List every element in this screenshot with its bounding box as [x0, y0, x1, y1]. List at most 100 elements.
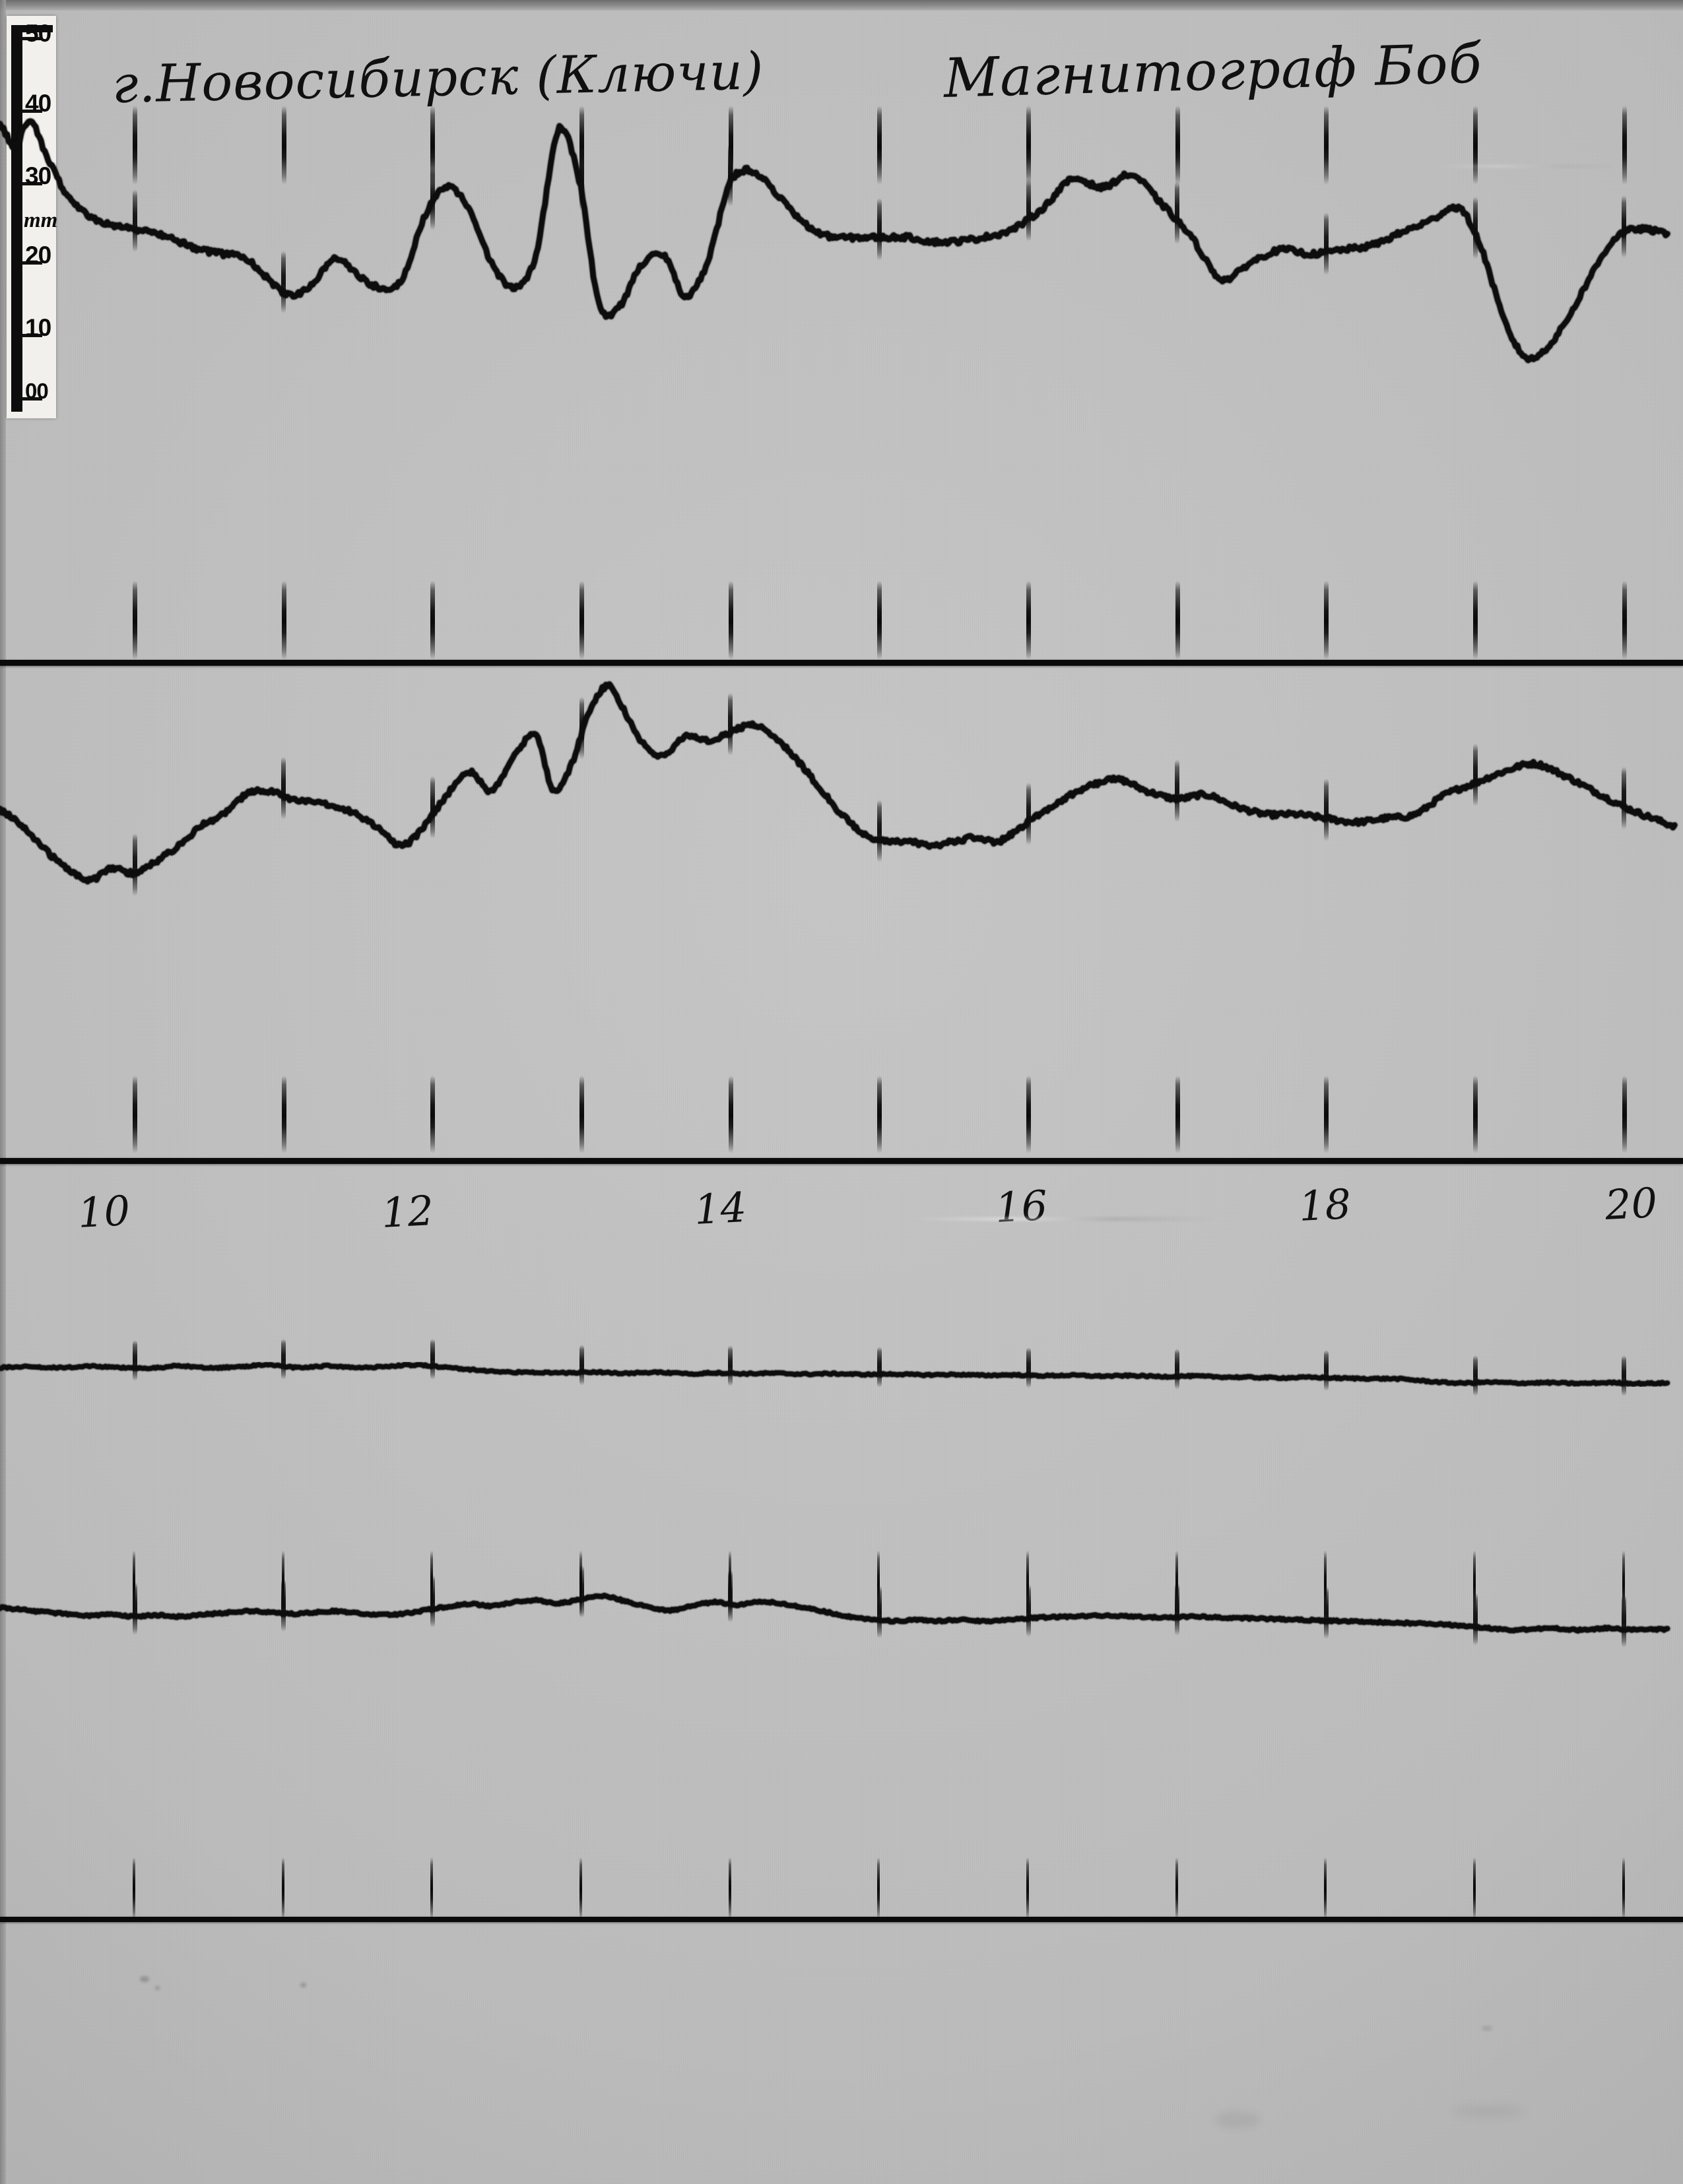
hour-tick-mark	[877, 581, 882, 660]
hour-tick-mark	[1026, 581, 1032, 660]
hour-tick-mark-on-trace	[1472, 744, 1478, 806]
hour-tick-mark	[1026, 1076, 1032, 1153]
hour-tick-mark-on-trace	[1175, 181, 1180, 244]
hour-tick-mark	[281, 1076, 286, 1153]
scale-label-50: 50	[25, 20, 51, 47]
paper-smudge	[1452, 2105, 1525, 2118]
hour-tick-mark	[1175, 1857, 1178, 1920]
hour-tick-mark-on-trace	[281, 756, 286, 819]
paper-smudge	[140, 1976, 149, 1982]
band-divider-line-1	[0, 660, 1683, 666]
hour-tick-mark-on-trace	[1026, 783, 1031, 845]
hour-tick-mark	[1473, 106, 1478, 185]
hour-tick-mark	[1324, 1857, 1327, 1920]
hour-tick-mark	[1175, 581, 1180, 660]
hour-tick-mark	[1175, 106, 1180, 185]
hour-tick-mark	[877, 106, 882, 185]
hour-tick-mark	[579, 1857, 583, 1920]
hour-tick-mark	[579, 1076, 585, 1153]
hour-tick-mark-on-trace	[1472, 196, 1478, 259]
hour-tick-mark	[1622, 1076, 1627, 1153]
hour-tick-mark	[133, 581, 138, 660]
hour-tick-mark-on-trace	[132, 833, 137, 896]
paper-crease	[911, 1217, 1214, 1221]
hour-tick-mark-on-trace	[1472, 1592, 1478, 1646]
hour-tick-mark-on-trace	[728, 143, 733, 207]
mm-scale-bar: 50 40 30 mm 20 10 00	[7, 16, 58, 418]
paper-smudge	[1482, 2026, 1492, 2031]
hour-tick-mark	[1622, 1857, 1625, 1920]
hour-label-12: 12	[380, 1186, 435, 1238]
scale-label-20: 20	[25, 241, 51, 269]
hour-tick-mark	[281, 1857, 284, 1920]
scale-bar-spine	[11, 25, 22, 412]
hour-tick-mark-on-trace	[430, 1574, 435, 1628]
hour-tick-mark	[1622, 106, 1627, 185]
hour-tick-mark-on-trace	[281, 250, 286, 313]
hour-tick-mark	[728, 1076, 733, 1153]
hour-label-16: 16	[994, 1180, 1049, 1233]
hour-tick-mark	[133, 106, 138, 185]
hour-tick-mark-on-trace	[1622, 767, 1627, 830]
hour-tick-mark-on-trace	[876, 1585, 882, 1638]
hour-tick-mark	[1473, 1551, 1476, 1617]
hour-tick-mark-on-trace	[1026, 179, 1031, 242]
scale-tick-50	[22, 37, 42, 40]
hour-label-14: 14	[693, 1182, 748, 1235]
hour-tick-mark	[1473, 1857, 1476, 1920]
hour-tick-mark	[1473, 581, 1478, 660]
hour-tick-mark	[1324, 581, 1329, 660]
paper-smudge	[300, 1983, 306, 1987]
scale-bar-cap	[11, 25, 53, 32]
hour-tick-mark-on-trace	[579, 697, 584, 760]
hour-tick-mark	[728, 581, 733, 660]
hour-label-18: 18	[1298, 1179, 1352, 1231]
hour-tick-mark	[1324, 1551, 1327, 1617]
hour-tick-mark-on-trace	[1026, 1584, 1031, 1637]
hour-tick-mark-on-trace	[1323, 212, 1329, 275]
paper-smudge	[1214, 2111, 1261, 2129]
hour-tick-mark	[133, 1857, 136, 1920]
hour-tick-mark-on-trace	[1323, 1586, 1329, 1640]
hour-tick-mark-on-trace	[1472, 1355, 1478, 1396]
hour-tick-mark-on-trace	[579, 1565, 584, 1619]
hour-tick-mark	[1622, 581, 1627, 660]
hour-tick-mark	[133, 1076, 138, 1153]
hour-tick-mark-on-trace	[1622, 1595, 1627, 1648]
band-divider-line-2	[0, 1158, 1683, 1164]
sheet-left-edge	[0, 0, 6, 2184]
hour-tick-mark	[281, 106, 286, 185]
hour-tick-mark-on-trace	[430, 776, 435, 839]
hour-tick-mark-on-trace	[728, 1569, 733, 1622]
band-divider-line-3	[0, 1917, 1683, 1922]
hour-tick-mark	[877, 1551, 880, 1617]
hour-tick-mark	[579, 581, 585, 660]
scale-label-10: 10	[25, 314, 51, 341]
hour-tick-mark	[430, 1857, 434, 1920]
scale-tick-40	[22, 110, 42, 113]
hour-tick-mark	[1026, 106, 1032, 185]
hour-tick-mark-on-trace	[1175, 1348, 1180, 1390]
hour-tick-mark-on-trace	[281, 1338, 286, 1380]
hour-tick-mark-on-trace	[132, 189, 137, 253]
hour-tick-mark	[1324, 106, 1329, 185]
hour-label-10: 10	[77, 1186, 131, 1238]
scale-label-00: 00	[25, 379, 49, 403]
hour-tick-mark	[728, 1857, 731, 1920]
scale-label-30: 30	[25, 162, 51, 189]
hour-tick-mark-on-trace	[1175, 759, 1180, 822]
hour-tick-mark	[1622, 1551, 1625, 1617]
hour-tick-mark	[1026, 1857, 1030, 1920]
hour-tick-mark-on-trace	[1323, 1350, 1329, 1392]
sheet-top-edge	[0, 0, 1683, 11]
hour-tick-mark	[877, 1857, 880, 1920]
hour-tick-mark	[1026, 1551, 1030, 1617]
hour-tick-mark	[1473, 1076, 1478, 1153]
scale-unit-label: mm	[24, 209, 58, 232]
hour-tick-mark-on-trace	[876, 197, 882, 261]
hour-label-20: 20	[1604, 1178, 1659, 1230]
hour-tick-mark-on-trace	[1026, 1347, 1031, 1389]
hour-tick-mark-on-trace	[1323, 779, 1329, 842]
hour-tick-mark-on-trace	[430, 167, 435, 230]
